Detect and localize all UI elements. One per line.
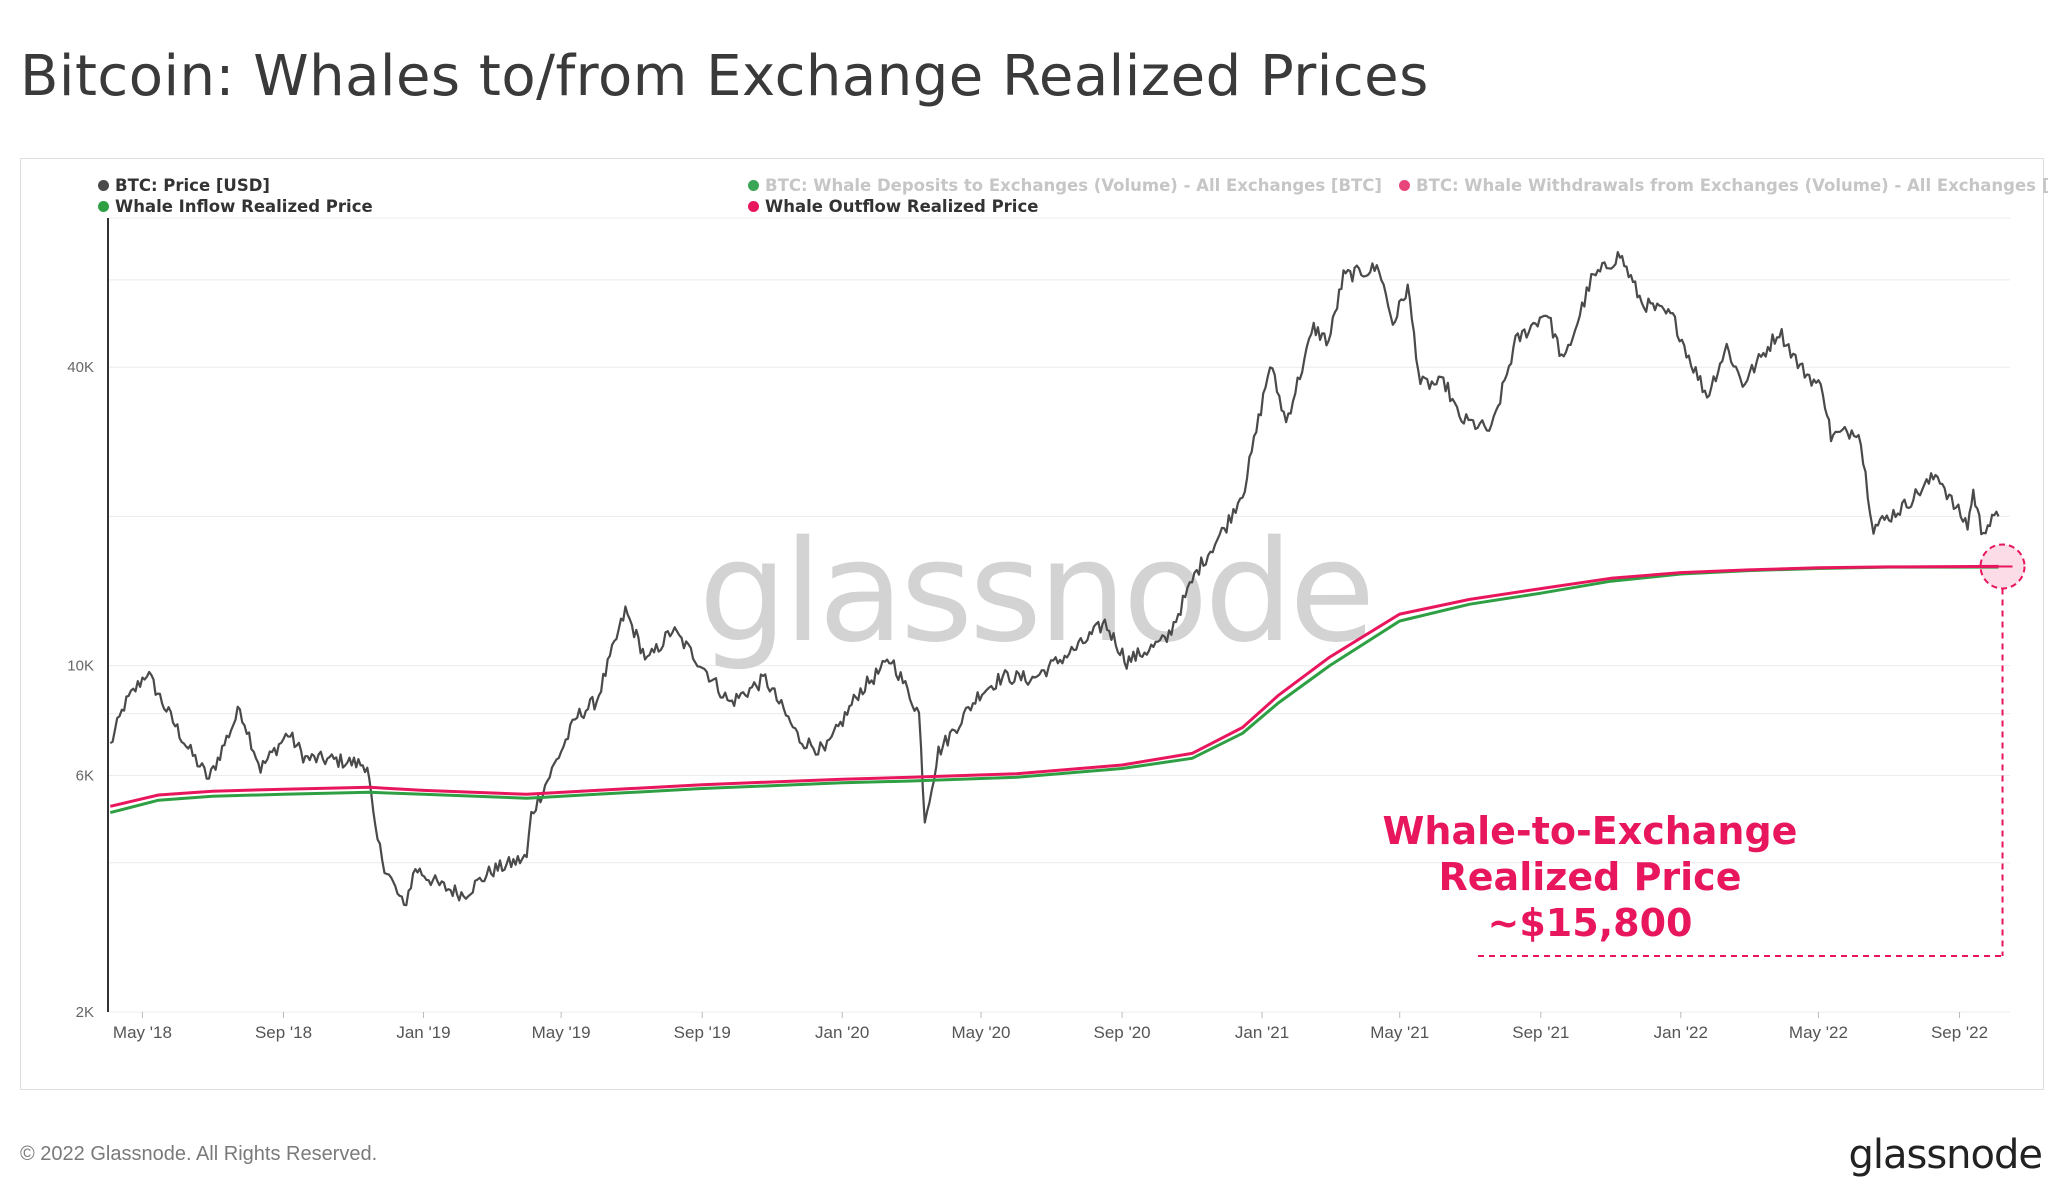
x-tick-label: Sep '21	[1512, 1023, 1569, 1042]
x-tick-label: May '20	[951, 1023, 1010, 1042]
watermark: glassnode	[699, 511, 1372, 674]
legend-dot-icon	[748, 180, 759, 191]
x-tick-label: Jan '20	[815, 1023, 869, 1042]
x-tick-label: May '21	[1370, 1023, 1429, 1042]
x-tick-label: Jan '21	[1235, 1023, 1289, 1042]
series-btc-price-line	[109, 251, 2000, 907]
annotation-line: Whale-to-Exchange	[1382, 809, 1798, 853]
x-tick-label: Jan '22	[1654, 1023, 1708, 1042]
legend-dot-icon	[98, 180, 109, 191]
legend-dot-icon	[748, 201, 759, 212]
series-whale-outflow-line	[109, 564, 1999, 808]
x-tick-label: Sep '22	[1931, 1023, 1988, 1042]
y-tick-label: 40K	[67, 359, 94, 376]
legend-btc-price[interactable]: BTC: Price [USD]	[98, 176, 270, 195]
legend-whale-inflow-realized-price[interactable]: Whale Inflow Realized Price	[98, 197, 373, 216]
legend-dot-icon	[1399, 180, 1410, 191]
x-tick-label: Jan '19	[396, 1023, 450, 1042]
chart-panel	[20, 158, 2044, 1090]
legend-dot-icon	[98, 201, 109, 212]
legend-whale-withdrawals[interactable]: BTC: Whale Withdrawals from Exchanges (V…	[1399, 176, 2048, 195]
page-title: Bitcoin: Whales to/from Exchange Realize…	[20, 44, 1429, 109]
y-tick-label: 2K	[76, 1004, 94, 1021]
x-tick-label: Sep '19	[674, 1023, 731, 1042]
glassnode-logo: glassnode	[1848, 1132, 2043, 1178]
y-tick-label: 10K	[67, 658, 94, 675]
annotation-line: ~$15,800	[1487, 901, 1693, 945]
legend-whale-outflow-realized-price[interactable]: Whale Outflow Realized Price	[748, 197, 1038, 216]
realized-price-annotation: Whale-to-Exchange Realized Price ~$15,80…	[1350, 808, 1830, 946]
x-tick-label: May '22	[1789, 1023, 1848, 1042]
x-tick-label: May '18	[113, 1023, 172, 1042]
x-tick-label: May '19	[532, 1023, 591, 1042]
copyright-footer: © 2022 Glassnode. All Rights Reserved.	[20, 1143, 378, 1165]
x-tick-label: Sep '20	[1094, 1023, 1151, 1042]
y-tick-label: 6K	[76, 768, 94, 785]
legend-whale-deposits[interactable]: BTC: Whale Deposits to Exchanges (Volume…	[748, 176, 1382, 195]
annotation-line: Realized Price	[1438, 855, 1742, 899]
series-whale-inflow-line	[109, 565, 1999, 815]
x-tick-label: Sep '18	[255, 1023, 312, 1042]
